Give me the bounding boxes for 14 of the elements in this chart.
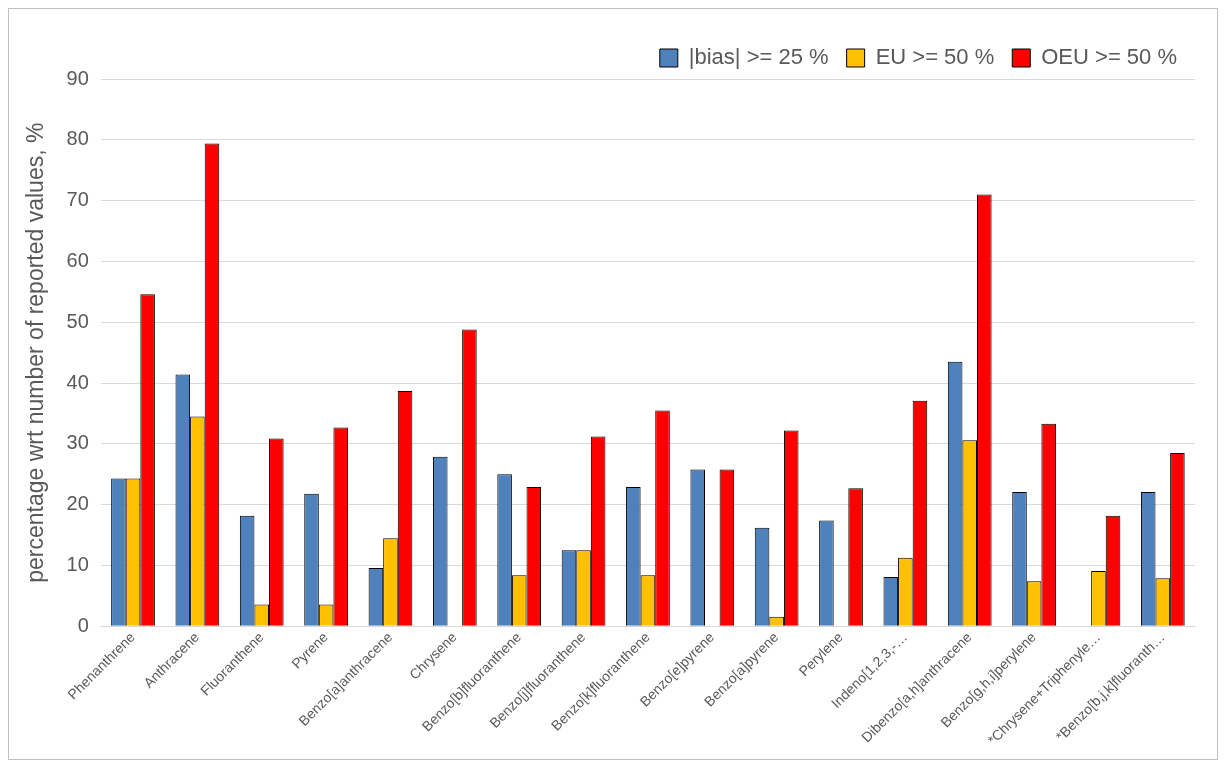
legend-label: |bias| >= 25 % xyxy=(688,44,829,70)
y-tick-label: 40 xyxy=(66,370,89,393)
y-tick-label: 50 xyxy=(66,309,89,332)
y-tick-label: 60 xyxy=(66,248,89,271)
y-tick-label: 20 xyxy=(66,492,89,515)
y-tick-label: 0 xyxy=(77,613,89,636)
y-tick-label: 80 xyxy=(66,127,89,150)
y-axis-title: percentage wrt number of reported values, % xyxy=(22,122,49,583)
y-tick-label: 70 xyxy=(66,188,89,211)
legend-label: OEU >= 50 % xyxy=(1041,44,1178,70)
y-tick-label: 90 xyxy=(66,66,89,89)
y-tick-label: 30 xyxy=(66,431,89,454)
legend-label: EU >= 50 % xyxy=(875,44,995,70)
y-tick-label: 10 xyxy=(66,553,89,576)
